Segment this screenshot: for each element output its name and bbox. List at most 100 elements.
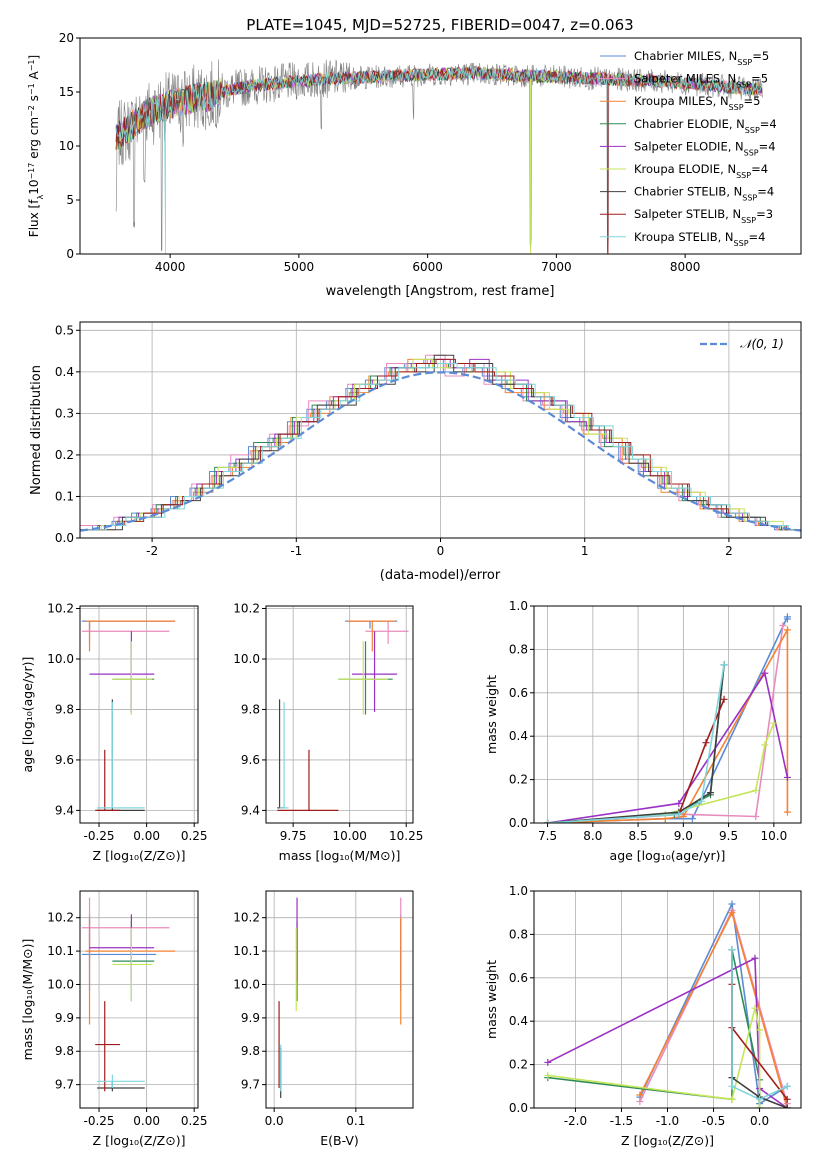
y-tick-label: 9.6 (241, 753, 260, 767)
y-tick-label: 10.2 (47, 911, 74, 925)
weight-series-kroupa-stelib (544, 661, 728, 823)
errorbar-salpeter-miles (81, 621, 170, 644)
y-tick-label: 9.4 (55, 803, 74, 817)
x-tick-label: -0.5 (702, 1114, 725, 1128)
histogram-salpeter-elodie (80, 358, 801, 531)
x-tick-label: 0.00 (133, 1114, 160, 1128)
plot-area (544, 613, 791, 823)
errorbar-kroupa-miles (85, 620, 176, 652)
plot-area (81, 897, 176, 1092)
y-tick-label: 5 (66, 193, 74, 207)
weight-line (547, 949, 761, 1108)
x-tick-label: 7000 (541, 260, 572, 274)
errorbar-chabrier-elodie (112, 921, 155, 1002)
y-tick-label: 1.0 (509, 884, 528, 898)
weight-marker (751, 954, 759, 962)
axes-residual_histogram: -2 -1 0 1 2 0.0 0.1 0.2 0.3 0.4 0.5 (data-model)/er… (29, 321, 802, 583)
weight-line (639, 901, 788, 1105)
legend-label: Kroupa MILES, NSSP=5 (634, 94, 760, 112)
errorbar-chabrier-miles (81, 914, 157, 992)
x-tick-label: -0.25 (84, 1114, 115, 1128)
x-tick-label: 0.0 (750, 1114, 769, 1128)
errorbar-kroupa-stelib (279, 701, 289, 809)
weight-marker (544, 819, 552, 823)
y-tick-label: 0.4 (509, 1014, 528, 1028)
y-tick-label: 0.2 (509, 773, 528, 787)
x-tick-label: -1.0 (656, 1114, 679, 1128)
plot-area (277, 620, 409, 811)
legend-label: Salpeter ELODIE, NSSP=4 (634, 139, 776, 157)
y-tick-label: 9.9 (241, 1011, 260, 1025)
y-tick-label: 9.8 (55, 702, 74, 716)
x-axis-label: Z [log₁₀(Z/Z⊙)] (621, 1133, 714, 1148)
grid (266, 891, 413, 1108)
y-tick-label: 10.1 (47, 944, 74, 958)
y-tick-label: 10 (59, 139, 74, 153)
y-tick-label: 0.0 (509, 1101, 528, 1115)
y-tick-label: 0.0 (509, 816, 528, 830)
legend-label: Kroupa ELODIE, NSSP=4 (634, 162, 768, 180)
x-tick-label: 0.25 (181, 829, 208, 843)
weight-marker (728, 1082, 736, 1090)
grid (80, 606, 198, 823)
axes-age_vs_mass: 9.75 10.00 10.25 9.4 9.6 9.8 10.0 10.2 mass [log… (233, 602, 423, 863)
weight-series-kroupa-elodie (544, 1004, 764, 1108)
y-axis-label: mass weight (484, 675, 499, 754)
weight-line (547, 664, 725, 823)
histogram-kroupa-elodie (81, 358, 801, 531)
weight-marker (783, 1095, 791, 1103)
x-tick-label: 9.75 (280, 829, 307, 843)
weight-line (547, 664, 725, 823)
weight-marker (636, 1097, 644, 1105)
weight-marker (697, 797, 705, 805)
y-tick-label: 15 (59, 85, 74, 99)
legend: Chabrier MILES, NSSP=5 Salpeter MILES, NS… (600, 49, 777, 247)
grid (534, 890, 801, 1109)
y-tick-label: 0.2 (55, 448, 74, 462)
y-tick-label: 10.2 (47, 602, 74, 616)
x-tick-label: 1 (581, 544, 589, 558)
x-tick-label: -2 (146, 544, 158, 558)
grid (266, 606, 413, 823)
x-tick-label: 8.0 (583, 829, 602, 843)
plot-area (115, 59, 763, 254)
errorbar-salpeter-stelib (95, 749, 120, 811)
errorbar-chabrier-miles (81, 620, 176, 629)
x-tick-label: 6000 (412, 260, 443, 274)
weight-line (547, 671, 789, 823)
plot-area (544, 900, 791, 1108)
y-tick-label: 9.7 (241, 1078, 260, 1092)
weight-marker (706, 789, 714, 797)
weight-marker (783, 773, 791, 781)
axes-frame (265, 890, 414, 1109)
y-tick-label: 9.8 (241, 1044, 260, 1058)
axes-frame (79, 605, 199, 824)
y-tick-label: 0.8 (509, 642, 528, 656)
weight-line (547, 664, 725, 823)
errorbar-chabrier-elodie (338, 641, 393, 715)
weight-marker (636, 1091, 644, 1099)
weight-marker (783, 1104, 791, 1108)
weight-series-kroupa-stelib (728, 946, 791, 1103)
y-tick-label: 0.3 (55, 406, 74, 420)
y-tick-label: 0 (66, 247, 74, 261)
weight-series-salpeter-stelib (675, 695, 728, 818)
x-tick-label: -1.5 (610, 1114, 633, 1128)
x-tick-label: 8000 (670, 260, 701, 274)
weight-marker (756, 1095, 764, 1103)
y-tick-label: 0.0 (55, 531, 74, 545)
weight-series-salpeter-elodie (544, 669, 791, 823)
axes-frame (79, 890, 199, 1109)
y-tick-label: 9.8 (241, 702, 260, 716)
axes-weight_vs_age: 7.5 8.0 8.5 9.0 9.5 10.0 0.0 0.2 0.4 0.6 0.8 1.0 age… (484, 599, 802, 863)
x-axis-label: Z [log₁₀(Z/Z⊙)] (93, 1133, 186, 1148)
histogram-chabrier-elodie (80, 363, 800, 531)
errorbar-salpeter-stelib (95, 1001, 120, 1092)
x-axis-label: (data-model)/error (380, 568, 501, 583)
legend-label: Chabrier STELIB, NSSP=4 (634, 185, 774, 203)
weight-line (547, 1007, 761, 1108)
x-tick-label: -2.0 (564, 1114, 587, 1128)
weight-series-salpeter-miles (544, 622, 787, 823)
weight-marker (779, 622, 787, 630)
legend-label: Chabrier ELODIE, NSSP=4 (634, 117, 777, 135)
